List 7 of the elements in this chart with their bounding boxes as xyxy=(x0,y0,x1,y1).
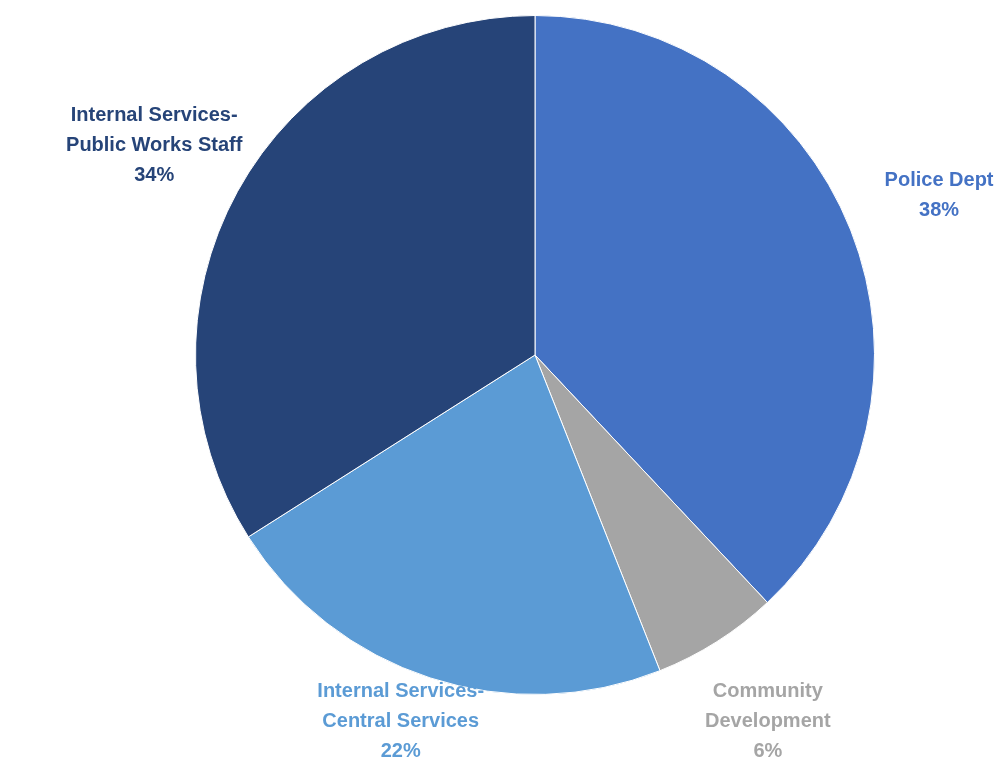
data-label: 34% xyxy=(134,163,175,186)
slice-label: Community Development xyxy=(705,678,831,731)
slice-label: Internal Services-Public Works Staff xyxy=(66,103,243,156)
data-label: 38% xyxy=(919,197,960,220)
data-label: 6% xyxy=(753,738,783,761)
data-label: 22% xyxy=(380,738,421,761)
slice-label: Police Dept xyxy=(884,167,994,190)
